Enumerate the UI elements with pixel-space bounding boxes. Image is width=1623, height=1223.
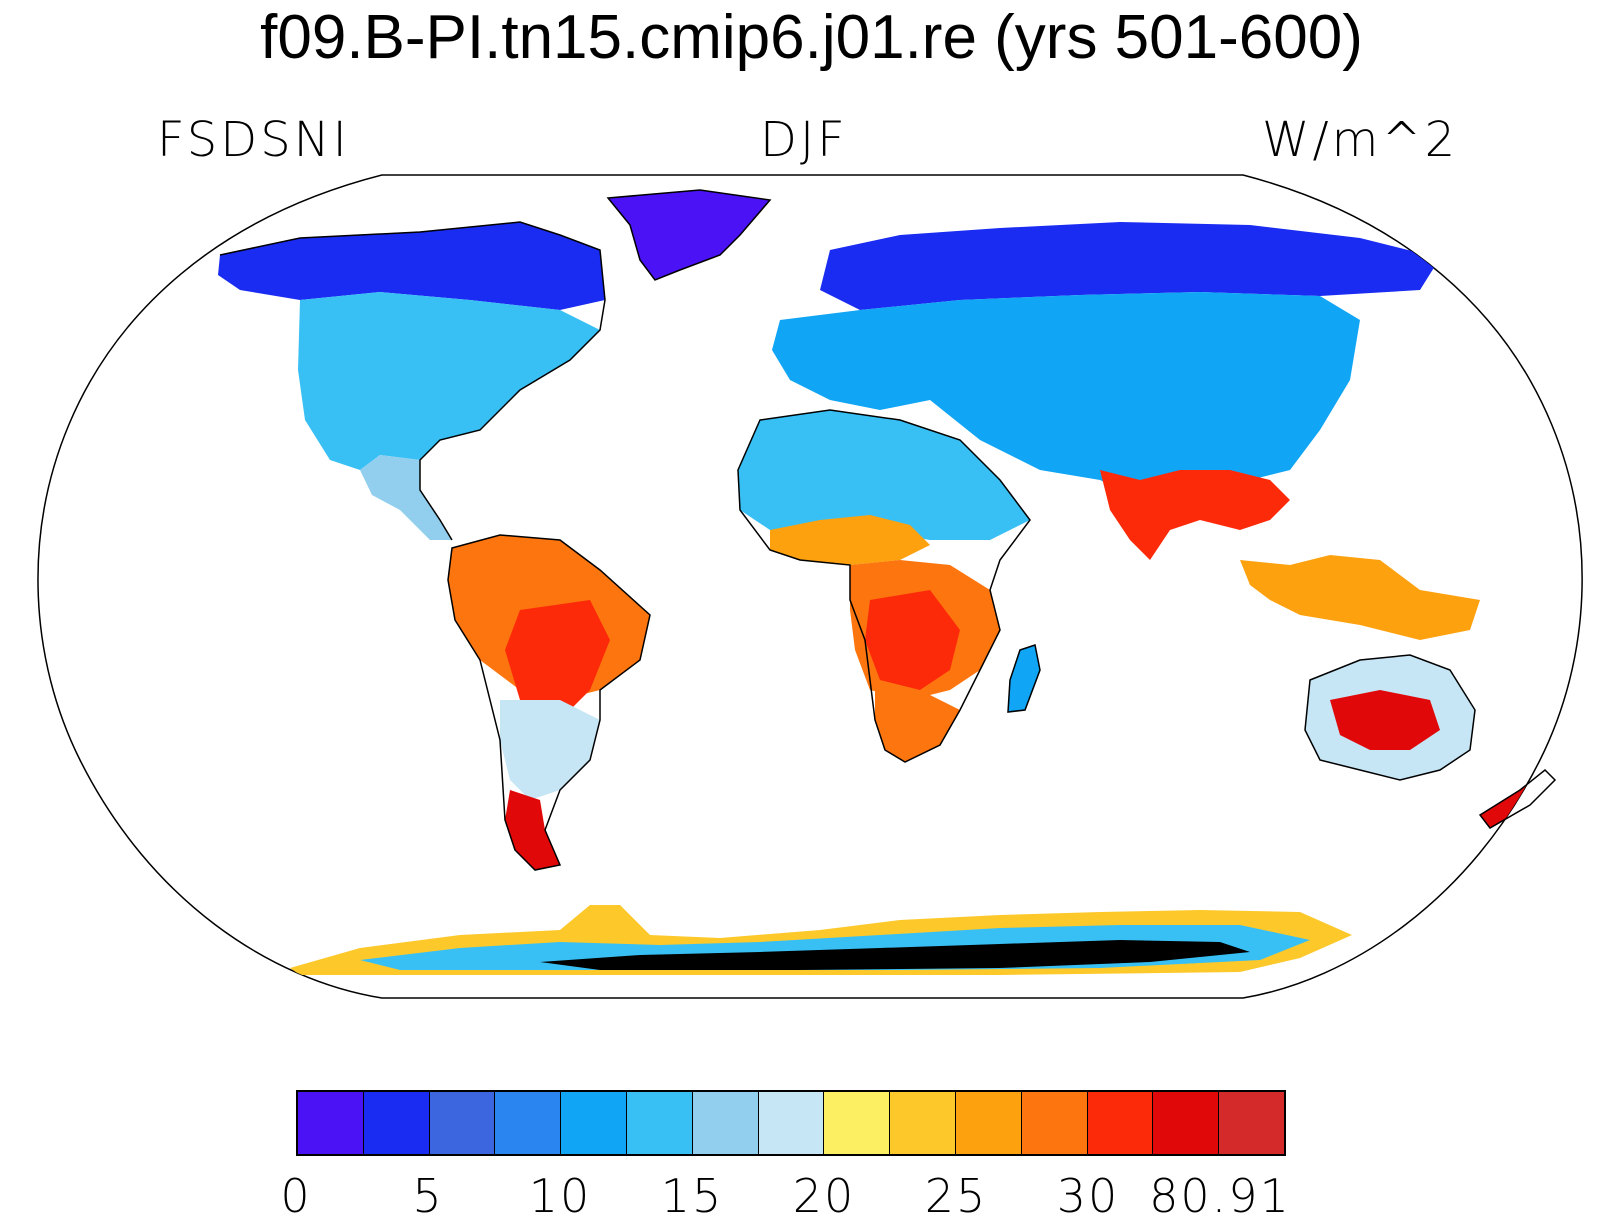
region-india-se-asia (1100, 470, 1290, 560)
colorbar-swatch (692, 1092, 759, 1154)
season-label: DJF (760, 112, 848, 168)
region-maritime-continent (1240, 555, 1480, 640)
colorbar-tick-label: 25 (924, 1169, 988, 1223)
colorbar-swatch (495, 1092, 562, 1154)
colorbar-swatch (1087, 1092, 1154, 1154)
region-madagascar (1008, 645, 1040, 712)
region-south-america-center (505, 600, 610, 720)
region-north-africa (738, 410, 1030, 540)
colorbar-swatch (1021, 1092, 1088, 1154)
colorbar-swatch (758, 1092, 825, 1154)
colorbar-tick-label: 15 (660, 1169, 724, 1223)
colorbar-tick-label: 30 (1056, 1169, 1120, 1223)
region-southern-africa (865, 590, 960, 690)
colorbar-swatch (363, 1092, 430, 1154)
region-sahel (770, 515, 930, 565)
region-africa-south-tip (875, 690, 960, 762)
plot-title: f09.B-PI.tn15.cmip6.j01.re (yrs 501-600) (260, 3, 1363, 72)
colorbar-tick-label: 10 (528, 1169, 592, 1223)
region-eurasia-mid (772, 292, 1360, 500)
colorbar-swatch (1153, 1092, 1220, 1154)
colorbar-tick-label: 0 (280, 1169, 312, 1223)
colorbar-tick-label: 5 (412, 1169, 444, 1223)
colorbar-swatch (626, 1092, 693, 1154)
world-map (37, 174, 1583, 999)
region-north-america-mid (298, 292, 600, 470)
colorbar-swatch (890, 1092, 956, 1154)
region-patagonia (505, 790, 560, 870)
colorbar-tick-label: 80.91 (1149, 1169, 1291, 1223)
colorbar-swatch (561, 1092, 627, 1154)
colorbar-swatch (1219, 1092, 1284, 1154)
colorbar (296, 1090, 1286, 1156)
colorbar-tick-label: 20 (792, 1169, 856, 1223)
region-antarctica-interior (540, 940, 1250, 970)
colorbar-swatch (955, 1092, 1022, 1154)
region-north-america-arctic (218, 222, 605, 310)
colorbar-swatch (824, 1092, 891, 1154)
region-greenland (608, 190, 770, 280)
coastlines (219, 189, 1557, 871)
region-europe-russia-north (820, 222, 1440, 310)
colorbar-swatch (429, 1092, 496, 1154)
units-label: W/m^2 (1262, 112, 1459, 168)
region-australia-inner (1330, 690, 1440, 750)
variable-label: FSDSNI (157, 112, 350, 168)
region-central-america (360, 455, 452, 540)
colorbar-swatch (298, 1092, 364, 1154)
